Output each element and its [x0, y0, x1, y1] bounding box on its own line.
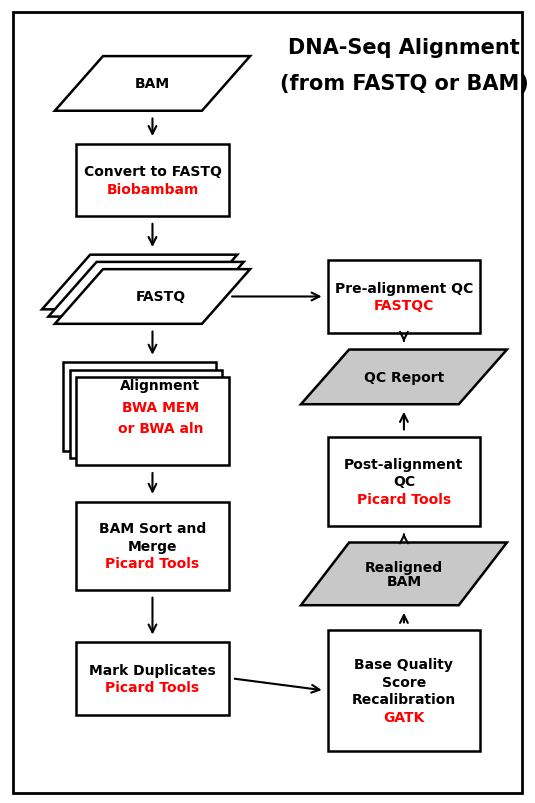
Bar [327, 438, 480, 526]
Text: DNA-Seq Alignment: DNA-Seq Alignment [288, 39, 520, 58]
Text: QC: QC [393, 475, 415, 489]
Bar [327, 261, 480, 333]
Polygon shape [55, 57, 250, 112]
Bar [76, 377, 229, 466]
Bar [76, 145, 229, 217]
Bar [70, 370, 223, 459]
Text: Realigned: Realigned [365, 560, 443, 574]
Text: Picard Tools: Picard Tools [357, 492, 451, 507]
Text: Picard Tools: Picard Tools [105, 680, 200, 695]
Text: BAM Sort and: BAM Sort and [99, 521, 206, 536]
Text: QC Report: QC Report [364, 370, 444, 385]
Polygon shape [301, 543, 507, 605]
Text: Score: Score [382, 675, 426, 689]
Text: BWA MEM: BWA MEM [122, 400, 199, 414]
Bar [327, 630, 480, 751]
Polygon shape [42, 255, 238, 310]
Text: Base Quality: Base Quality [355, 657, 453, 671]
Text: Recalibration: Recalibration [352, 692, 456, 707]
Text: or BWA aln: or BWA aln [118, 422, 203, 435]
Text: Pre-alignment QC: Pre-alignment QC [335, 281, 473, 296]
Polygon shape [301, 350, 507, 405]
Text: (from FASTQ or BAM): (from FASTQ or BAM) [280, 75, 528, 94]
Polygon shape [48, 263, 243, 317]
Text: GATK: GATK [383, 710, 425, 724]
Bar [63, 363, 216, 451]
Text: Mark Duplicates: Mark Duplicates [89, 662, 216, 677]
Text: BAM: BAM [386, 574, 422, 589]
Polygon shape [55, 270, 250, 324]
Text: Picard Tools: Picard Tools [105, 556, 200, 571]
Text: FASTQC: FASTQC [374, 299, 434, 313]
Text: FASTQ: FASTQ [135, 290, 186, 304]
Bar [76, 502, 229, 590]
Bar [76, 642, 229, 715]
Text: BAM: BAM [135, 77, 170, 92]
Text: Alignment: Alignment [120, 379, 201, 393]
Text: Biobambam: Biobambam [106, 182, 198, 197]
Text: Convert to FASTQ: Convert to FASTQ [83, 165, 221, 179]
Text: Post-alignment: Post-alignment [344, 457, 464, 471]
Text: Merge: Merge [128, 539, 177, 553]
